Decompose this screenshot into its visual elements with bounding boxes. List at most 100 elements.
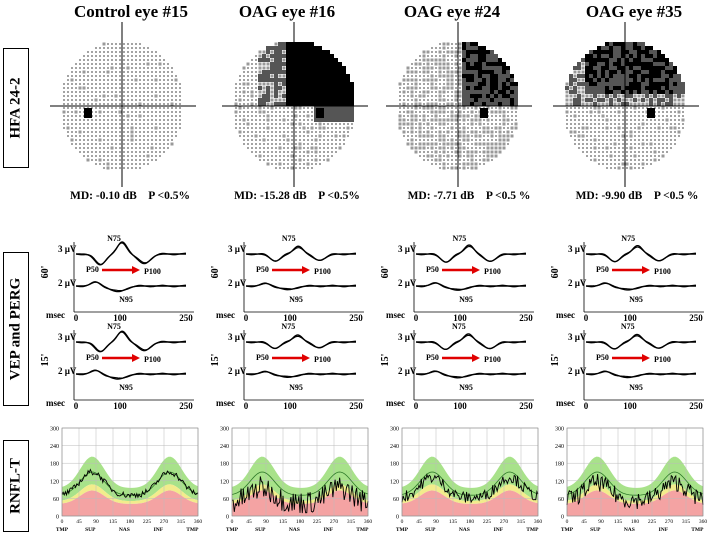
n75-label-3-1: N75 bbox=[453, 234, 467, 243]
xtick-4-1-1: 100 bbox=[623, 313, 637, 323]
md-4: MD: -9.90 dB bbox=[575, 190, 643, 202]
rnfl-ytick-4-1: 60 bbox=[558, 497, 564, 503]
md-1: MD: -0.10 dB bbox=[70, 190, 137, 202]
xaxis-unit-2-1: msec bbox=[216, 310, 235, 320]
amp-bottom-label-2-1: 2 µV bbox=[228, 278, 247, 288]
hfa-field-3 bbox=[386, 22, 532, 187]
rnfl-sector-4-2: NAS bbox=[624, 527, 635, 533]
hfa-field-2 bbox=[222, 22, 368, 187]
rnfl-xtick-2-0: 0 bbox=[231, 519, 234, 525]
xtick-3-2-1: 100 bbox=[453, 401, 467, 411]
amp-bottom-label-4-2: 2 µV bbox=[568, 366, 587, 376]
n95-label-2-1: N95 bbox=[289, 295, 303, 304]
rnfl-xtick-2-7: 315 bbox=[347, 519, 356, 525]
amp-bottom-label-1-2: 2 µV bbox=[58, 366, 77, 376]
p100-label-2-2: P100 bbox=[314, 355, 331, 364]
xtick-1-2-1: 100 bbox=[113, 401, 127, 411]
xtick-2-2-1: 100 bbox=[283, 401, 297, 411]
amp-bottom-label-1-1: 2 µV bbox=[58, 278, 77, 288]
rnfl-xtick-2-3: 135 bbox=[279, 519, 288, 525]
rnfl-sector-1-2: NAS bbox=[119, 527, 130, 533]
xaxis-unit-1-2: msec bbox=[46, 398, 65, 408]
md-value-1: MD: -0.10 dB P <0.5% bbox=[45, 190, 215, 202]
xaxis-unit-2-2: msec bbox=[216, 398, 235, 408]
rnfl-xtick-4-2: 90 bbox=[598, 519, 604, 525]
md-value-3: MD: -7.71 dB P <0.5 % bbox=[384, 190, 554, 202]
xtick-1-1-1: 100 bbox=[113, 313, 127, 323]
rnfl-ytick-1-0: 0 bbox=[56, 515, 59, 521]
n95-label-2-2: N95 bbox=[289, 383, 303, 392]
check-size-label-2-2: 15' bbox=[210, 353, 221, 366]
p100-label-3-2: P100 bbox=[484, 355, 501, 364]
xtick-2-1-1: 100 bbox=[283, 313, 297, 323]
row-label-hfa-text: HFA 24-2 bbox=[7, 77, 24, 139]
p100-label-4-2: P100 bbox=[654, 355, 671, 364]
xaxis-unit-4-2: msec bbox=[556, 398, 575, 408]
rnfl-xtick-3-5: 225 bbox=[483, 519, 492, 525]
check-size-label-1-2: 15' bbox=[40, 353, 51, 366]
column-title-3: OAG eye #24 bbox=[403, 2, 501, 21]
rnfl-sector-2-0: TMP bbox=[226, 527, 239, 533]
n75-label-4-1: N75 bbox=[621, 234, 635, 243]
n75-label-2-1: N75 bbox=[282, 234, 296, 243]
xtick-2-1-2: 250 bbox=[349, 313, 363, 323]
xaxis-unit-3-1: msec bbox=[386, 310, 405, 320]
p50-label-1-2: P50 bbox=[86, 353, 99, 362]
rnfl-ytick-3-3: 180 bbox=[390, 462, 399, 468]
amp-bottom-label-3-2: 2 µV bbox=[398, 366, 417, 376]
rnfl-xtick-4-4: 180 bbox=[631, 519, 640, 525]
xtick-1-1-2: 250 bbox=[179, 313, 193, 323]
rnfl-ytick-2-5: 300 bbox=[220, 427, 229, 433]
check-size-label-1-1: 60' bbox=[40, 265, 51, 278]
rnfl-sector-1-4: TMP bbox=[186, 527, 199, 533]
rnfl-ytick-1-1: 60 bbox=[53, 497, 59, 503]
rnfl-xtick-1-4: 180 bbox=[126, 519, 135, 525]
amp-bottom-label-3-1: 2 µV bbox=[398, 278, 417, 288]
check-size-label-2-1: 60' bbox=[210, 265, 221, 278]
latency-arrow-2-2 bbox=[302, 354, 310, 362]
xtick-4-2-1: 100 bbox=[623, 401, 637, 411]
rnfl-ytick-4-2: 120 bbox=[555, 479, 564, 485]
rnfl-sector-4-4: TMP bbox=[691, 527, 704, 533]
rnfl-sector-1-1: SUP bbox=[85, 527, 96, 533]
rnfl-sector-1-3: INF bbox=[154, 527, 164, 533]
row-label-vep-text: VEP and PERG bbox=[7, 277, 24, 381]
rnfl-xtick-2-8: 360 bbox=[364, 519, 373, 525]
rnfl-plot-3: 0 60 120 180 240 300 0 45 90 135 180 225 270 315 360 TM… bbox=[390, 427, 542, 534]
rnfl-ytick-2-0: 0 bbox=[226, 515, 229, 521]
xtick-1-2-2: 250 bbox=[179, 401, 193, 411]
rnfl-ytick-3-2: 120 bbox=[390, 479, 399, 485]
rnfl-ytick-1-3: 180 bbox=[50, 462, 59, 468]
xtick-3-1-1: 100 bbox=[453, 313, 467, 323]
latency-arrow-1-2 bbox=[132, 354, 140, 362]
hfa-field-4 bbox=[553, 22, 699, 187]
latency-arrow-4-2 bbox=[642, 354, 650, 362]
n95-label-4-1: N95 bbox=[629, 295, 643, 304]
rnfl-xtick-1-3: 135 bbox=[109, 519, 118, 525]
rnfl-xtick-2-5: 225 bbox=[313, 519, 322, 525]
n75-label-2-2: N75 bbox=[281, 322, 295, 331]
amp-top-label-1-1: 3 µV bbox=[58, 244, 77, 254]
rnfl-xtick-3-2: 90 bbox=[433, 519, 439, 525]
xaxis-unit-4-1: msec bbox=[556, 310, 575, 320]
p-2: P <0.5% bbox=[318, 190, 360, 202]
p100-label-4-1: P100 bbox=[654, 267, 671, 276]
p-1: P <0.5% bbox=[148, 190, 190, 202]
amp-top-label-4-1: 3 µV bbox=[568, 244, 587, 254]
amp-top-label-4-2: 3 µV bbox=[568, 332, 587, 342]
rnfl-xtick-2-2: 90 bbox=[263, 519, 269, 525]
rnfl-ytick-2-1: 60 bbox=[223, 497, 229, 503]
latency-arrow-3-1 bbox=[472, 266, 480, 274]
xaxis-unit-3-2: msec bbox=[386, 398, 405, 408]
rnfl-xtick-1-6: 270 bbox=[160, 519, 169, 525]
rnfl-ytick-4-4: 240 bbox=[555, 444, 564, 450]
rnfl-sector-3-0: TMP bbox=[396, 527, 409, 533]
rnfl-plot-1: 0 60 120 180 240 300 0 45 90 135 180 225 270 315 360 TM… bbox=[50, 427, 202, 534]
amp-top-label-3-2: 3 µV bbox=[398, 332, 417, 342]
rnfl-xtick-4-3: 135 bbox=[614, 519, 623, 525]
rnfl-xtick-3-6: 270 bbox=[500, 519, 509, 525]
rnfl-sector-4-1: SUP bbox=[590, 527, 601, 533]
rnfl-sector-2-4: TMP bbox=[356, 527, 369, 533]
rnfl-xtick-3-1: 45 bbox=[416, 519, 422, 525]
column-title-4: OAG eye #35 bbox=[585, 2, 683, 21]
